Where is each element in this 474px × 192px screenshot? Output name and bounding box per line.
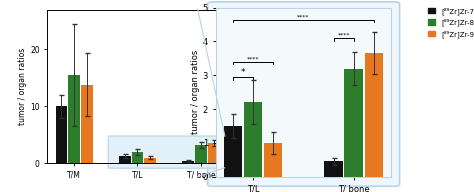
Bar <box>144 157 156 163</box>
Text: *: * <box>241 68 245 77</box>
Text: ****: **** <box>337 33 350 38</box>
Text: ****: **** <box>297 14 310 19</box>
Y-axis label: tumor / organ ratios: tumor / organ ratios <box>191 50 200 134</box>
Bar <box>345 69 363 177</box>
Y-axis label: tumor / organ ratios: tumor / organ ratios <box>18 48 27 125</box>
Bar <box>132 152 143 163</box>
Bar <box>81 85 92 163</box>
Bar <box>55 106 67 163</box>
Legend: [⁸⁹Zr]Zr-7, [⁸⁹Zr]Zr-8, [⁸⁹Zr]Zr-9: [⁸⁹Zr]Zr-7, [⁸⁹Zr]Zr-8, [⁸⁹Zr]Zr-9 <box>427 5 474 39</box>
FancyBboxPatch shape <box>109 136 230 168</box>
Bar <box>68 75 80 163</box>
Bar <box>119 156 131 163</box>
Bar <box>208 143 219 163</box>
Bar <box>244 102 262 177</box>
Bar <box>365 53 383 177</box>
Bar <box>324 161 343 177</box>
Text: ****: **** <box>247 56 259 61</box>
Bar <box>264 143 283 177</box>
Bar <box>182 161 194 163</box>
Bar <box>224 126 242 177</box>
Bar <box>195 145 207 163</box>
